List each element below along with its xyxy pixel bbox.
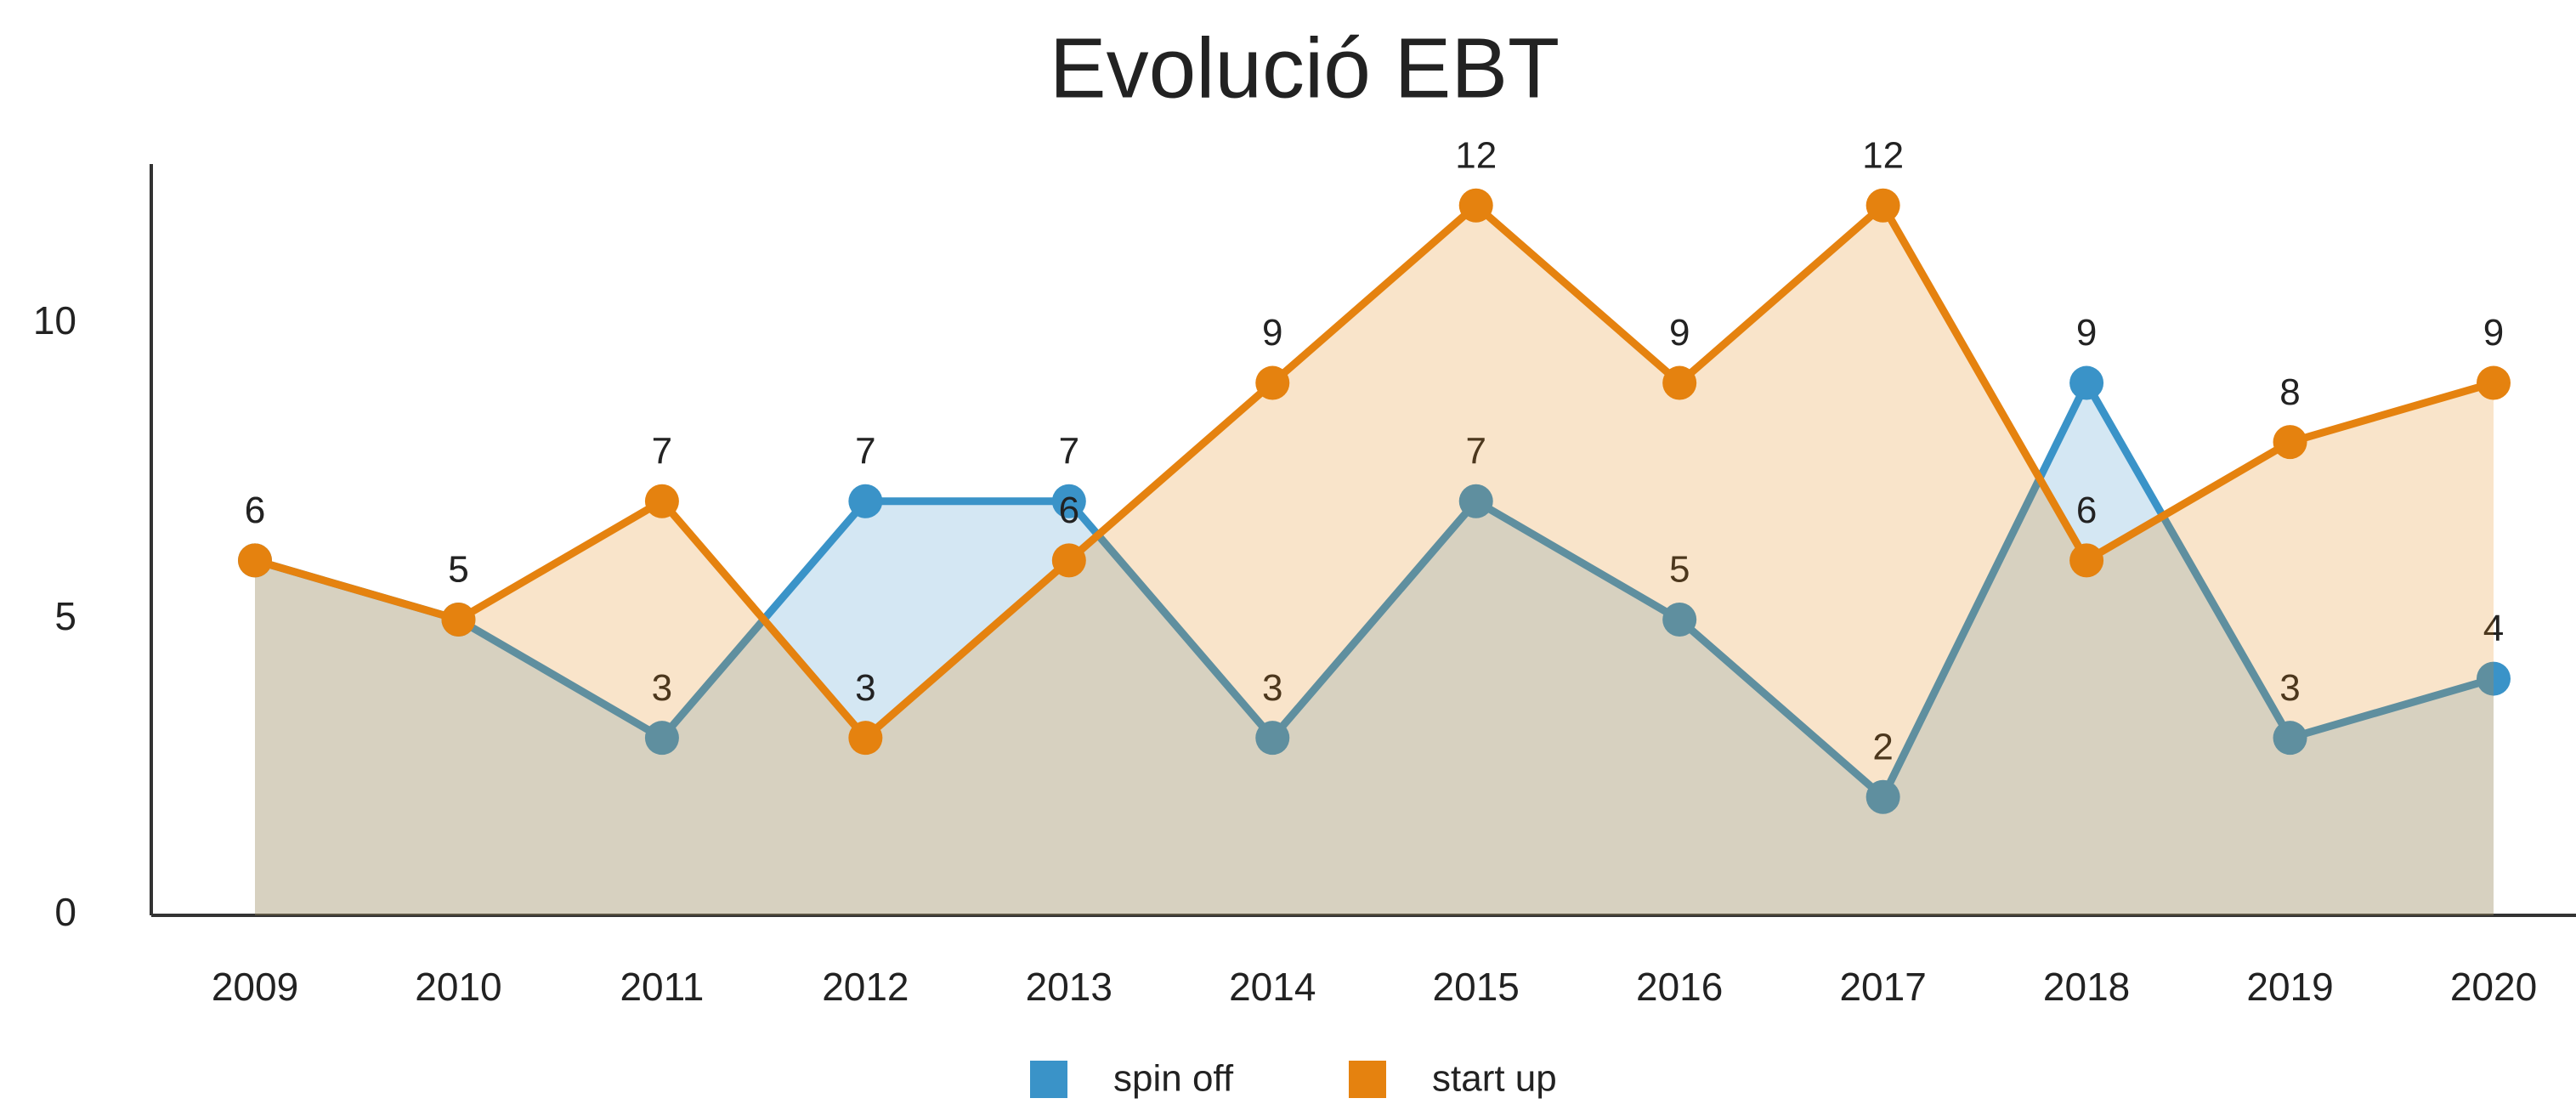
y-tick-label: 0 <box>54 890 76 934</box>
y-tick-label: 10 <box>33 298 76 343</box>
line <box>253 201 2495 742</box>
y-tick-label: 5 <box>54 594 76 638</box>
marker <box>2273 425 2307 460</box>
x-tick-label: 2015 <box>1433 965 1520 1009</box>
data-label: 5 <box>448 549 468 591</box>
data-label: 6 <box>245 490 265 531</box>
area <box>255 205 2494 915</box>
marker <box>1255 721 1290 756</box>
data-label: 7 <box>855 430 875 472</box>
data-label: 6 <box>245 490 265 531</box>
chart-title: Evolució EBT <box>1050 20 1560 116</box>
x-tick-label: 2016 <box>1636 965 1723 1009</box>
x-tick-label: 2013 <box>1026 965 1112 1009</box>
data-label: 8 <box>2279 371 2300 413</box>
line <box>253 379 2495 801</box>
marker <box>1051 484 1086 518</box>
data-label: 6 <box>1059 490 1079 531</box>
area <box>255 382 2494 915</box>
marker <box>238 543 272 578</box>
legend-swatch <box>1030 1061 1067 1098</box>
x-tick-label: 2018 <box>2043 965 2130 1009</box>
data-label: 3 <box>652 667 672 709</box>
marker <box>848 721 883 756</box>
marker <box>1662 365 1697 400</box>
data-label: 4 <box>2483 608 2504 649</box>
x-tick-label: 2011 <box>620 965 704 1009</box>
x-tick-label: 2019 <box>2246 965 2333 1009</box>
x-tick-label: 2009 <box>212 965 298 1009</box>
marker <box>1865 779 1900 814</box>
marker <box>1458 484 1493 518</box>
marker <box>1662 602 1697 637</box>
x-tick-label: 2014 <box>1229 965 1316 1009</box>
legend-label: spin off <box>1113 1058 1234 1100</box>
data-label: 12 <box>1455 134 1497 176</box>
marker <box>2273 721 2307 756</box>
data-label: 5 <box>448 549 468 591</box>
data-label: 9 <box>2076 312 2097 354</box>
marker <box>1458 188 1493 223</box>
data-label: 7 <box>1059 430 1079 472</box>
data-label: 9 <box>1262 312 1282 354</box>
data-label: 7 <box>652 430 672 472</box>
marker <box>1051 543 1086 578</box>
marker <box>2069 543 2104 578</box>
marker <box>1255 365 1290 400</box>
data-label: 5 <box>1669 549 1690 591</box>
data-label: 3 <box>855 667 875 709</box>
marker <box>848 484 883 518</box>
marker <box>2477 365 2511 400</box>
data-label: 6 <box>2076 490 2097 531</box>
marker <box>1865 188 1900 223</box>
marker <box>441 602 476 637</box>
marker <box>2069 365 2104 400</box>
x-tick-label: 2017 <box>1839 965 1926 1009</box>
x-tick-label: 2020 <box>2450 965 2537 1009</box>
data-label: 3 <box>2279 667 2300 709</box>
x-tick-label: 2010 <box>415 965 501 1009</box>
data-label: 7 <box>1465 430 1486 472</box>
data-label: 2 <box>1872 726 1893 767</box>
legend-label: start up <box>1432 1058 1557 1100</box>
data-label: 9 <box>2483 312 2504 354</box>
data-label: 9 <box>1669 312 1690 354</box>
marker <box>2477 661 2511 696</box>
data-label: 3 <box>1262 667 1282 709</box>
x-tick-label: 2012 <box>822 965 909 1009</box>
data-label: 12 <box>1862 134 1904 176</box>
marker <box>644 484 679 518</box>
marker <box>644 721 679 756</box>
legend-swatch <box>1349 1061 1386 1098</box>
